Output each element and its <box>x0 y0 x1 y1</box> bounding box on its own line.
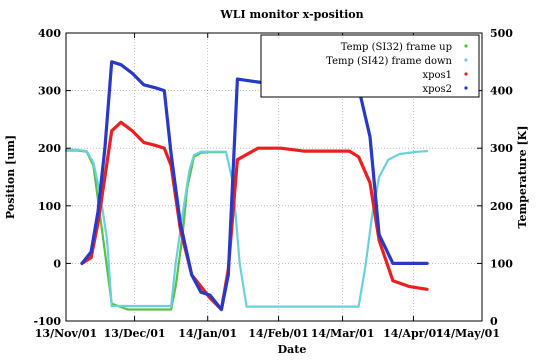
series-line-temp-si42-frame-down <box>64 148 429 308</box>
y-tick-label: 100 <box>38 200 61 213</box>
chart-title: WLI monitor x-position <box>219 8 363 21</box>
x-tick-label: 14/Feb/01 <box>248 327 309 340</box>
y-tick-label: -100 <box>33 315 61 328</box>
legend-box <box>260 34 480 98</box>
legend-label: xpos1 <box>422 70 452 81</box>
plot-frame <box>65 32 483 322</box>
y-tick-label: 400 <box>38 27 61 40</box>
x-tick-label: 14/Apr/01 <box>383 327 444 340</box>
legend-marker <box>464 44 468 48</box>
x-tick-label: 14/Jan/01 <box>178 327 237 340</box>
y2-tick-label: 0 <box>490 315 498 328</box>
x-tick-label: 13/Dec/01 <box>104 327 166 340</box>
legend-marker <box>464 86 468 90</box>
y-tick-label: 0 <box>53 257 61 270</box>
series-layer <box>64 60 429 312</box>
legend: Temp (SI32) frame up Temp (SI42) frame do… <box>260 34 480 98</box>
y2-tick-label: 500 <box>490 27 513 40</box>
y-tick-label: 300 <box>38 85 61 98</box>
legend-marker <box>464 72 468 76</box>
x-tick-label: 14/May/01 <box>436 327 500 340</box>
legend-label: Temp (SI32) frame up <box>341 42 452 53</box>
y2-axis-label: Temperature [K] <box>516 126 529 229</box>
legend-label: Temp (SI42) frame down <box>326 56 452 67</box>
x-tick-label: 13/Nov/01 <box>35 327 97 340</box>
series-line-xpos2 <box>80 60 429 312</box>
y2-tick-label: 300 <box>490 142 513 155</box>
x-axis-label: Date <box>278 343 307 356</box>
y2-tick-label: 200 <box>490 200 513 213</box>
x-tick-label: 14/Mar/01 <box>311 327 375 340</box>
y2-tick-label: 100 <box>490 257 513 270</box>
y-axis-label: Position [um] <box>4 135 17 219</box>
y-tick-label: 200 <box>38 142 61 155</box>
series-line-xpos1 <box>80 120 429 312</box>
legend-label: xpos2 <box>422 84 452 95</box>
y2-tick-label: 400 <box>490 85 513 98</box>
ticks: -100 0 100 200 300 400 0 100 200 300 400 500 13/Nov/… <box>33 27 513 340</box>
legend-marker <box>464 58 468 62</box>
